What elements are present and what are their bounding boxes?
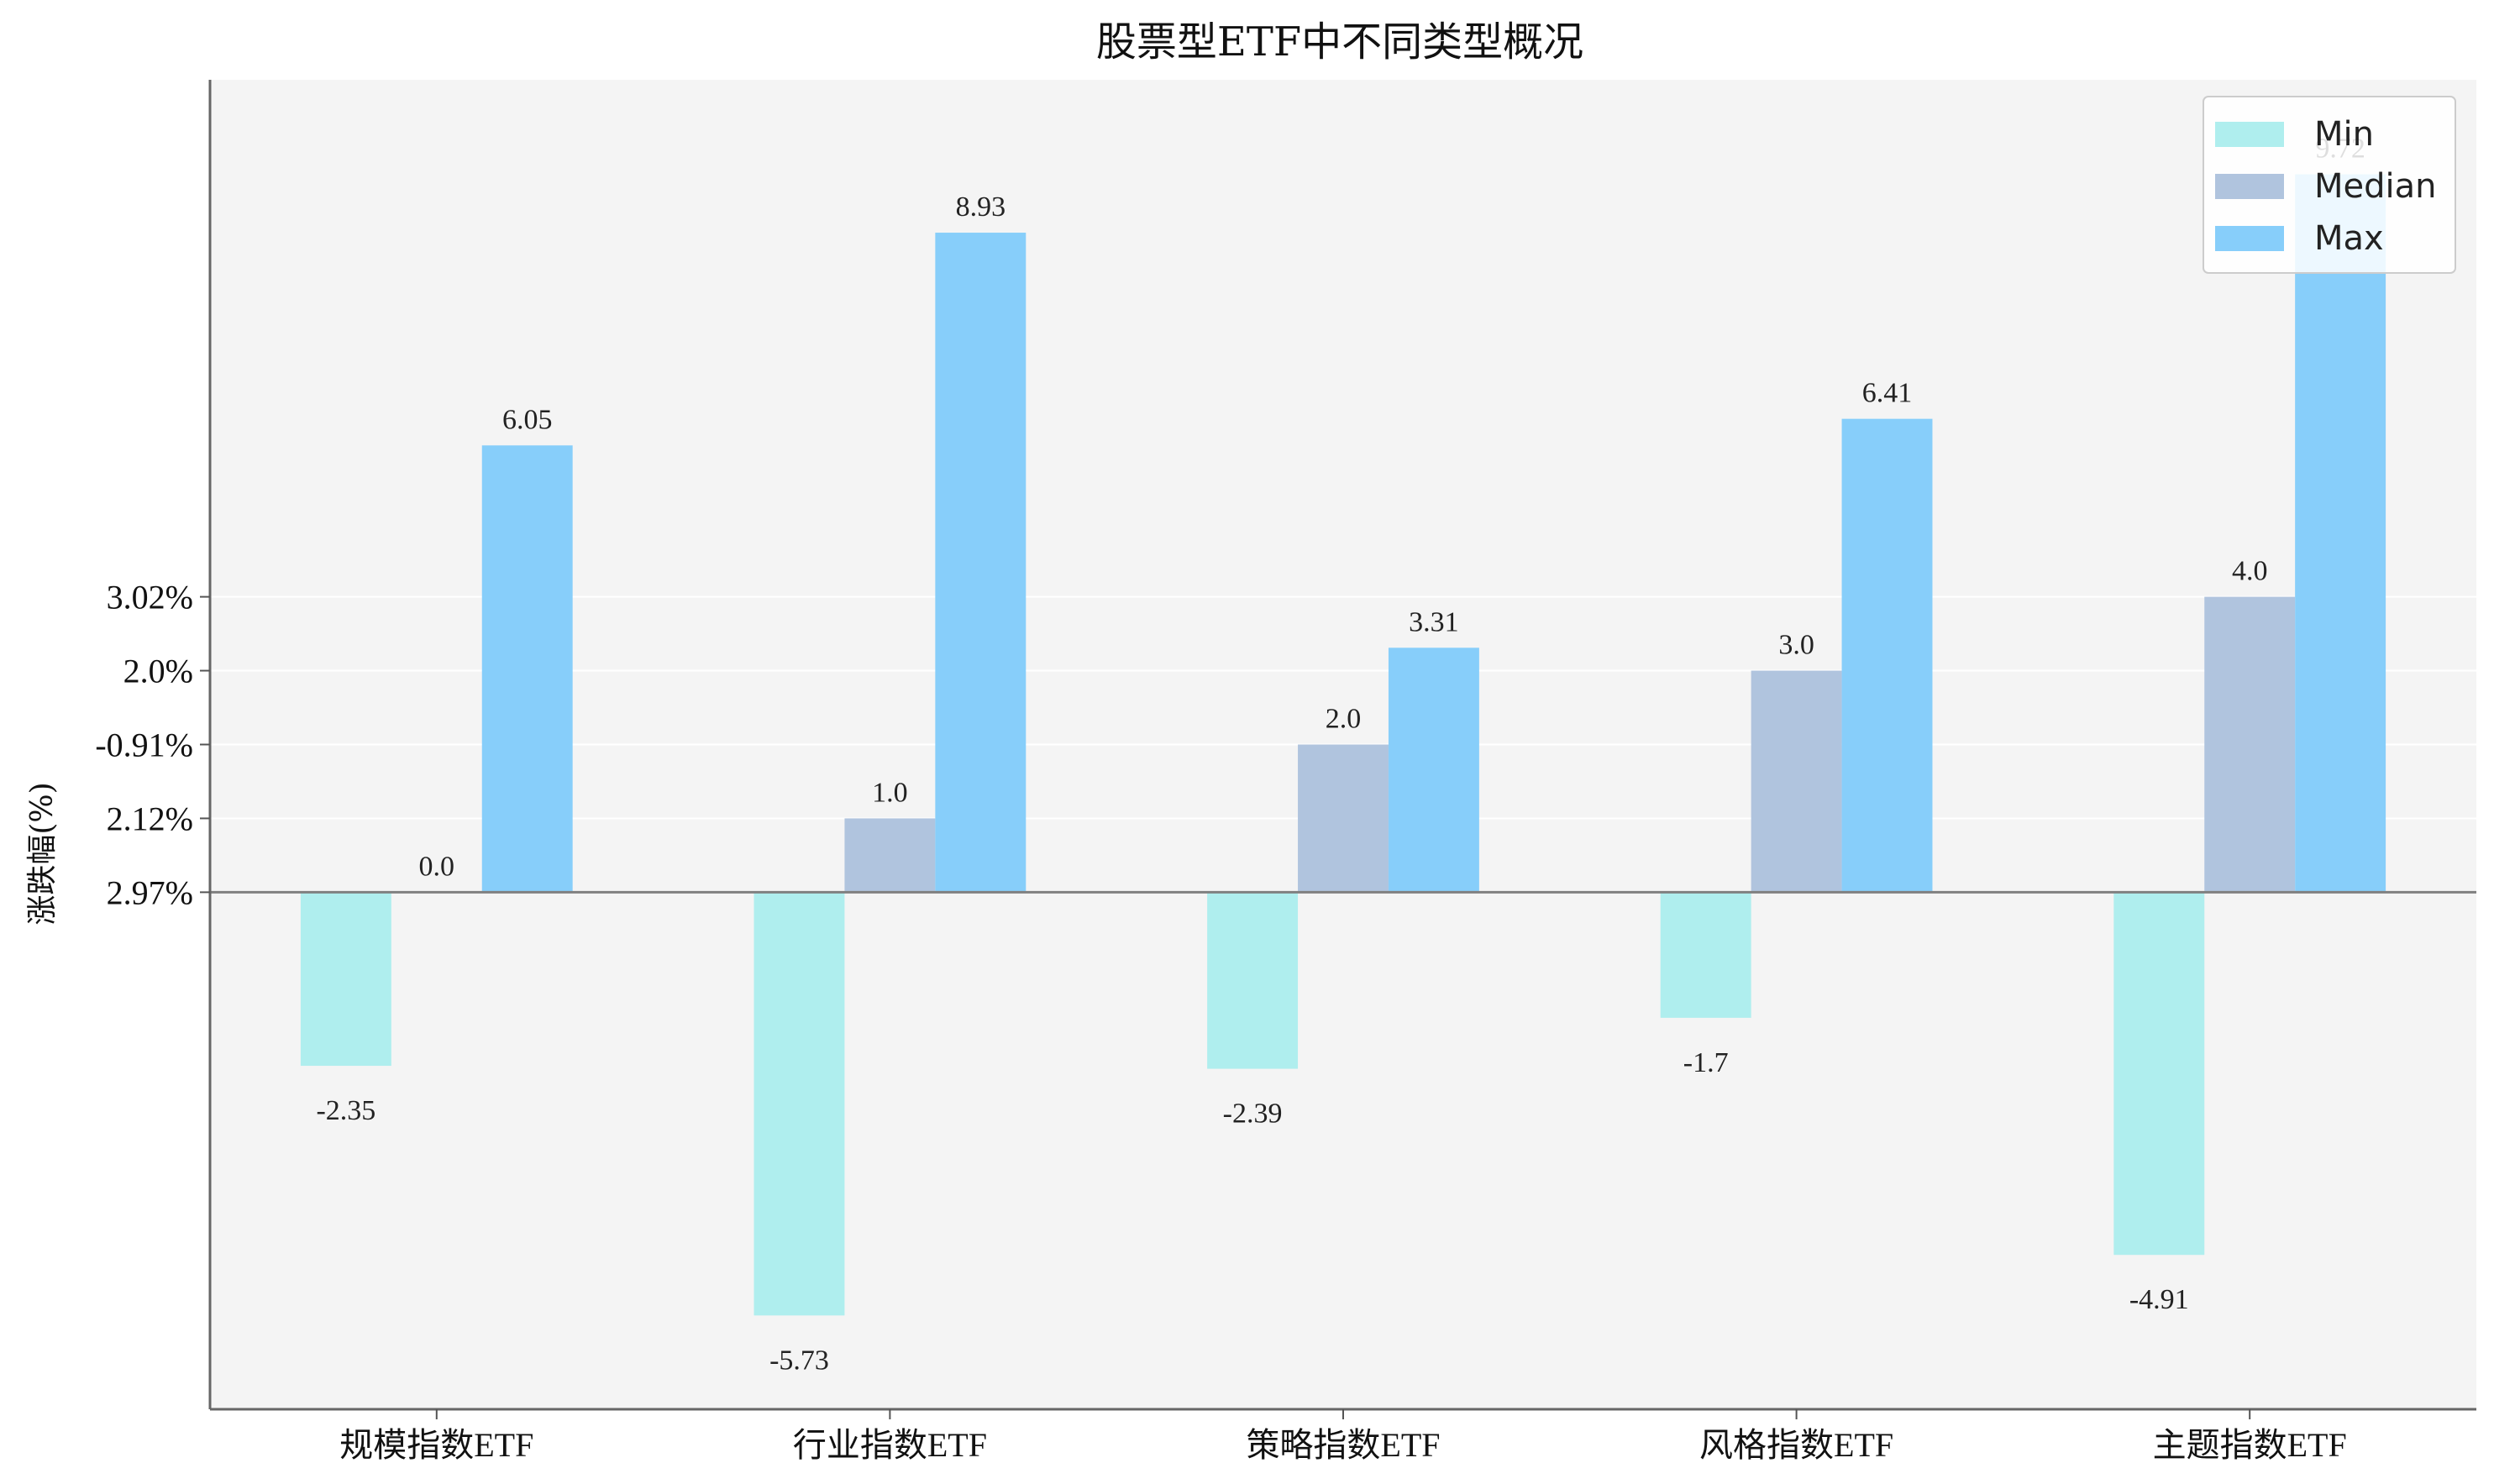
bar-min [1660, 892, 1751, 1018]
data-label: 6.41 [1862, 378, 1913, 409]
data-label: 1.0 [872, 777, 908, 808]
x-tick-label: 策略指数ETF [1246, 1426, 1440, 1464]
legend-label: Median [2314, 167, 2437, 206]
legend: Min Median Max [2203, 96, 2456, 274]
bar-median [844, 818, 936, 893]
bar-max [2295, 174, 2386, 893]
bar-min [753, 892, 845, 1316]
y-tick-label: 2.97% [107, 873, 193, 911]
legend-swatch [2215, 122, 2284, 147]
bar-min [300, 892, 391, 1067]
x-axis-ticks: 规模指数ETF 行业指数ETF 策略指数ETF 风格指数ETF 主题指数ETF [339, 1409, 2347, 1464]
data-label: 3.31 [1409, 606, 1459, 637]
bars [300, 174, 2386, 1316]
bar-max [1388, 648, 1479, 893]
y-axis-ticks: 2.97% 2.12% -0.91% 2.0% 3.02% [95, 579, 210, 911]
x-tick-label: 行业指数ETF [793, 1426, 987, 1464]
y-tick-label: 3.02% [107, 579, 193, 616]
bar-min [2113, 892, 2205, 1256]
bar-min [1207, 892, 1299, 1069]
data-label: 4.0 [2232, 556, 2268, 587]
legend-swatch [2215, 226, 2284, 251]
data-label: -4.91 [2129, 1284, 2189, 1315]
legend-label: Min [2314, 115, 2374, 154]
y-axis-label: 涨跌幅(%) [25, 782, 60, 925]
bar-median [1298, 744, 1389, 893]
data-label: 3.0 [1778, 630, 1814, 661]
data-label: 6.05 [502, 404, 553, 435]
data-label: 2.0 [1326, 704, 1362, 735]
bar-max [935, 233, 1026, 893]
data-labels: -2.35 0.0 6.05 -5.73 1.0 8.93 -2.39 2.0 3.31 -1.7… [316, 134, 2365, 1377]
legend-swatch [2215, 174, 2284, 199]
data-label: 0.0 [419, 851, 455, 882]
x-tick-label: 风格指数ETF [1699, 1426, 1893, 1464]
data-label: -5.73 [769, 1345, 829, 1376]
y-tick-label: 2.12% [107, 800, 193, 837]
bar-max [481, 445, 573, 893]
y-tick-label: 2.0% [123, 653, 193, 690]
data-label: -1.7 [1683, 1047, 1729, 1078]
data-label: 8.93 [956, 191, 1006, 223]
data-label: -2.39 [1223, 1099, 1283, 1130]
x-tick-label: 规模指数ETF [339, 1426, 533, 1464]
chart-title: 股票型ETF中不同类型概况 [1096, 18, 1583, 66]
data-label: -2.35 [316, 1095, 375, 1126]
x-tick-label: 主题指数ETF [2153, 1426, 2347, 1464]
bar-max [1841, 418, 1933, 893]
bar-median [2204, 596, 2296, 893]
bar-median [1751, 670, 1842, 893]
legend-label: Max [2314, 219, 2384, 258]
y-tick-label: -0.91% [95, 726, 193, 764]
